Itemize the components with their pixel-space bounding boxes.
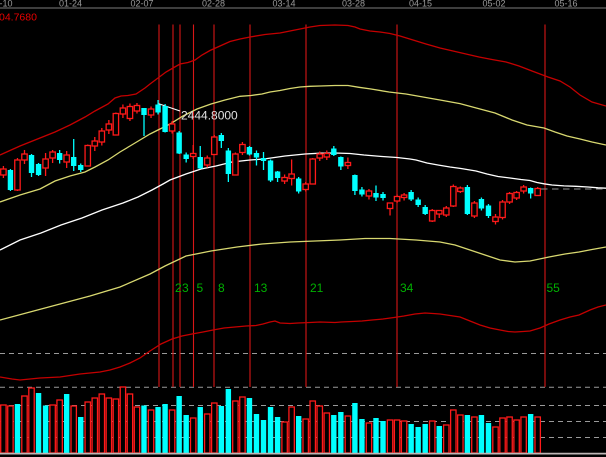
svg-text:21: 21 <box>310 281 324 295</box>
svg-text:02-07: 02-07 <box>130 0 153 9</box>
svg-text:03-28: 03-28 <box>342 0 365 9</box>
svg-text:01-10: 01-10 <box>0 0 13 9</box>
svg-text:13: 13 <box>254 281 268 295</box>
svg-text:5: 5 <box>197 281 204 295</box>
svg-text:02-28: 02-28 <box>202 0 225 9</box>
svg-text:05-16: 05-16 <box>554 0 577 9</box>
svg-text:04-15: 04-15 <box>409 0 432 9</box>
svg-text:04.7680: 04.7680 <box>0 12 37 24</box>
svg-text:2: 2 <box>175 281 182 295</box>
svg-text:01-24: 01-24 <box>59 0 82 9</box>
svg-text:03-14: 03-14 <box>272 0 295 9</box>
svg-text:55: 55 <box>547 281 561 295</box>
svg-text:05-02: 05-02 <box>482 0 505 9</box>
svg-text:3: 3 <box>182 281 189 295</box>
svg-text:34: 34 <box>400 281 414 295</box>
svg-text:8: 8 <box>218 281 225 295</box>
svg-text:2444.8000: 2444.8000 <box>181 109 238 123</box>
